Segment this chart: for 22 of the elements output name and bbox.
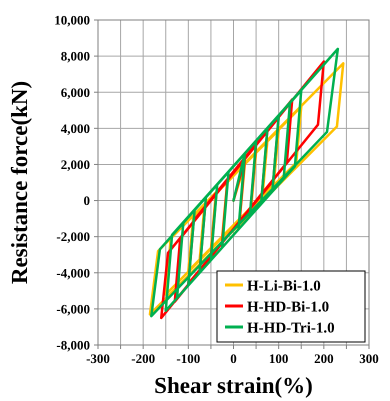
x-tick-label: -300 — [86, 351, 110, 366]
legend-label: H-Li-Bi-1.0 — [247, 278, 321, 294]
y-tick-label: 6,000 — [60, 84, 90, 100]
y-tick-label: 4,000 — [60, 120, 90, 136]
legend-label: H-HD-Bi-1.0 — [247, 299, 330, 316]
y-tick-label: -6,000 — [56, 301, 90, 316]
y-tick-label: 0 — [84, 193, 90, 208]
x-tick-label: 0 — [230, 351, 237, 366]
y-tick-label: 10,000 — [54, 12, 90, 28]
legend-label: H-HD-Tri-1.0 — [247, 320, 335, 336]
y-tick-label: -4,000 — [56, 265, 90, 280]
x-tick-label: -200 — [131, 351, 156, 366]
y-tick-label: -8,000 — [56, 338, 90, 353]
y-tick-label: 2,000 — [60, 156, 90, 172]
x-tick-label: 300 — [359, 351, 379, 366]
y-tick-label: 8,000 — [60, 48, 90, 64]
y-axis-title: Resistance force(kN) — [7, 80, 32, 284]
x-tick-label: 100 — [268, 351, 288, 366]
x-tick-label: 200 — [314, 351, 334, 366]
y-tick-label: -2,000 — [56, 229, 90, 244]
x-tick-label: -100 — [176, 351, 200, 366]
x-axis-title: Shear strain(%) — [154, 373, 313, 398]
